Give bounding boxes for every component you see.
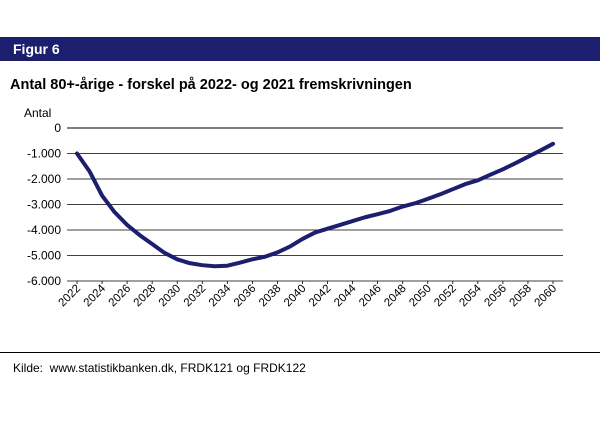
y-axis-label: Antal	[24, 106, 52, 120]
x-tick-label: 2056	[482, 283, 509, 310]
divider-line	[0, 352, 600, 353]
x-tick-label: 2038	[257, 283, 284, 310]
x-tick-label: 2040	[282, 283, 309, 310]
y-tick-labels: 0 -1.000 -2.000 -3.000 -4.000 -5.000 -6.000	[27, 121, 61, 288]
y-tick-label: -1.000	[27, 147, 61, 161]
gridlines	[67, 127, 563, 282]
y-tick-label: -5.000	[27, 249, 61, 263]
y-tick-label: 0	[54, 121, 61, 135]
x-tick-label: 2034	[207, 282, 234, 309]
x-tick-label: 2036	[232, 283, 259, 310]
x-tick-label: 2032	[182, 283, 209, 310]
figure-header: Figur 6	[0, 37, 600, 61]
figure-label: Figur 6	[13, 41, 60, 57]
x-tick-labels: 2022202420262028203020322034203620382040…	[57, 281, 560, 310]
line-chart: 0 -1.000 -2.000 -3.000 -4.000 -5.000 -6.000 20…	[27, 121, 563, 310]
series-lines	[75, 141, 555, 269]
x-tick-label: 2050	[407, 283, 434, 310]
x-tick-label: 2046	[357, 283, 384, 310]
x-tick-label: 2024	[82, 282, 109, 309]
x-tick-label: 2058	[507, 283, 534, 310]
chart-title: Antal 80+-årige - forskel på 2022- og 20…	[10, 77, 412, 93]
y-tick-label: -3.000	[27, 198, 61, 212]
x-tick-label: 2054	[457, 282, 484, 309]
x-tick-label: 2026	[107, 283, 134, 310]
x-tick-label: 2028	[132, 283, 159, 310]
x-tick-label: 2042	[307, 283, 334, 310]
y-tick-label: -2.000	[27, 172, 61, 186]
x-tick-label: 2030	[157, 283, 184, 310]
series-line	[75, 141, 555, 269]
x-tick-label: 2044	[332, 282, 359, 309]
source-note: Kilde: www.statistikbanken.dk, FRDK121 o…	[13, 361, 306, 375]
x-tick-label: 2052	[432, 283, 459, 310]
x-tick-label: 2060	[533, 283, 560, 310]
y-tick-label: -6.000	[27, 274, 61, 288]
x-tick-label: 2048	[382, 283, 409, 310]
y-tick-label: -4.000	[27, 223, 61, 237]
